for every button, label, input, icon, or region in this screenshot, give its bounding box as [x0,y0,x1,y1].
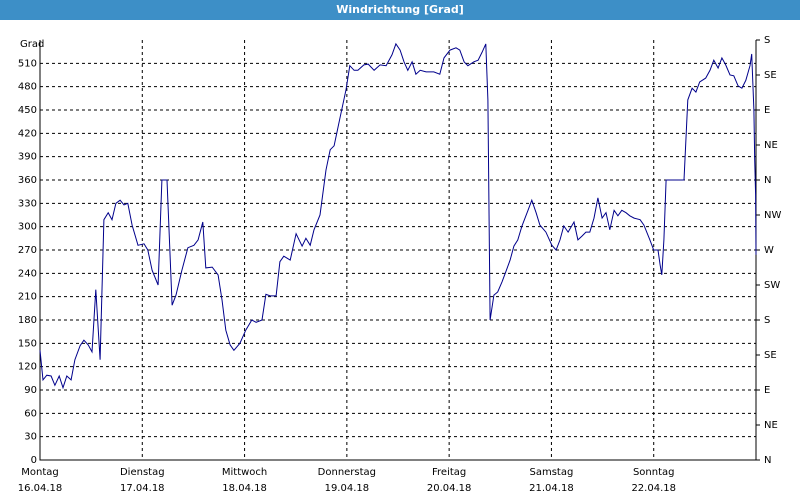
x-tick-date: 18.04.18 [222,483,267,494]
x-tick-date: 21.04.18 [529,483,574,494]
y-tick-label: 240 [18,268,37,279]
x-tick-date: 16.04.18 [18,483,63,494]
y-axis-label: Grad [20,39,44,50]
y2-tick-label: SW [764,280,780,291]
y-tick-label: 360 [18,175,37,186]
x-tick-label: Samstag [530,467,574,478]
x-tick-label: Freitag [432,467,466,478]
y2-tick-label: SE [764,350,777,361]
y2-tick-label: N [764,455,771,466]
y2-tick-label: NE [764,140,778,151]
y-tick-label: 300 [18,222,37,233]
x-tick-date: 22.04.18 [631,483,676,494]
y-tick-label: 90 [24,385,37,396]
x-tick-label: Donnerstag [318,467,376,478]
title-bar: Windrichtung [Grad] [0,0,800,20]
y2-tick-label: E [764,385,770,396]
y-tick-label: 390 [18,152,37,163]
y2-tick-label: E [764,105,770,116]
x-tick-label: Sonntag [633,467,675,478]
y2-tick-label: N [764,175,771,186]
y2-tick-label: SE [764,70,777,81]
y2-tick-label: NW [764,210,781,221]
y2-tick-label: W [764,245,774,256]
y-tick-label: 510 [18,58,37,69]
y-tick-label: 270 [18,245,37,256]
y-tick-label: 180 [18,315,37,326]
y2-tick-label: S [764,315,770,326]
x-tick-date: 17.04.18 [120,483,165,494]
data-line [39,42,757,390]
x-tick-label: Dienstag [120,467,165,478]
y-tick-label: 330 [18,198,37,209]
y-tick-label: 480 [18,82,37,93]
y-tick-label: 150 [18,338,37,349]
y-tick-label: 210 [18,292,37,303]
y-tick-label: 450 [18,105,37,116]
y-tick-label: 60 [24,408,37,419]
x-tick-date: 19.04.18 [325,483,370,494]
y2-tick-label: S [764,35,770,46]
y2-tick-label: NE [764,420,778,431]
x-tick-date: 20.04.18 [427,483,472,494]
x-tick-label: Mittwoch [222,467,267,478]
x-tick-label: Montag [21,467,58,478]
y-tick-label: 120 [18,362,37,373]
y-tick-label: 420 [18,128,37,139]
y-tick-label: 30 [24,432,37,443]
y-tick-label: 0 [31,455,37,466]
